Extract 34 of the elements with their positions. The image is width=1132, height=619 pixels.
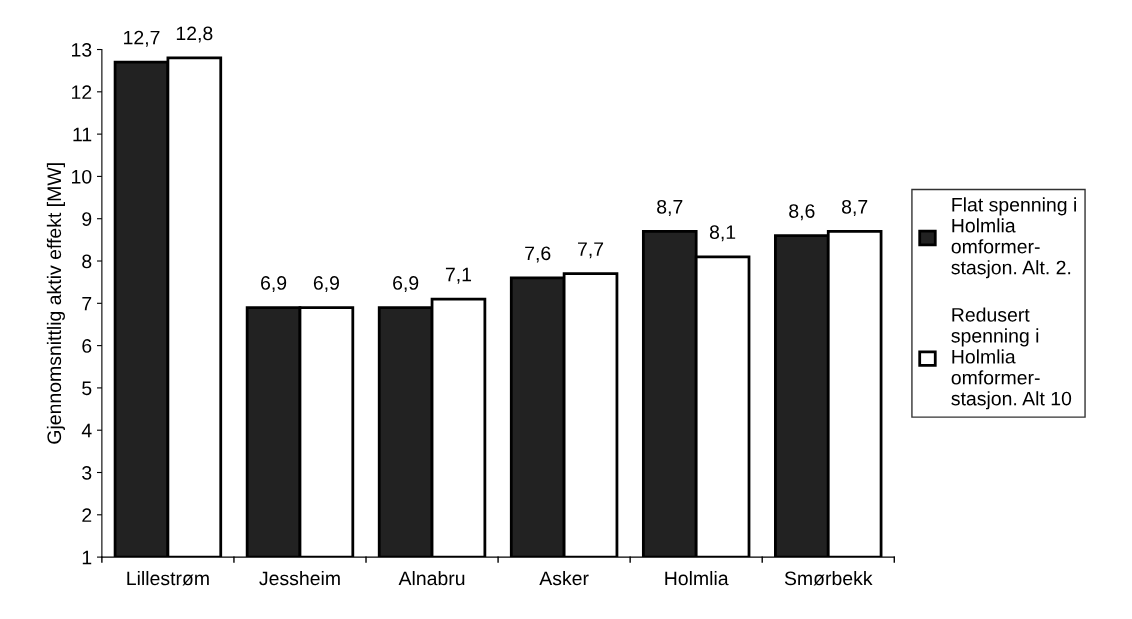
legend-label: Flat spenning i Holmlia omformer- stasjon. Alt. 2. (951, 197, 1076, 279)
y-tick-label: 8 (82, 254, 92, 269)
data-label: 7,7 (578, 242, 604, 259)
data-label: 12,7 (124, 30, 160, 47)
data-label: 6,9 (393, 276, 419, 293)
data-label: 6,9 (313, 276, 339, 293)
y-tick-label: 12 (72, 85, 92, 99)
data-label: 7,1 (445, 267, 472, 284)
data-label: 12,8 (176, 26, 213, 43)
y-axis-title: Gjennomsnittlig aktiv effekt [MW] (46, 163, 65, 444)
y-tick-label: 11 (73, 127, 92, 142)
x-tick-label: Holmlia (665, 570, 729, 586)
x-tick-label: Alnabru (398, 570, 465, 586)
data-label: 8,1 (709, 225, 736, 242)
x-tick-label: Smørbekk (784, 570, 873, 586)
y-tick-label: 2 (82, 508, 92, 522)
y-tick-label: 1 (82, 550, 92, 565)
legend-label: Redusert spenning i Holmlia omformer- stasjon. Alt 10 (951, 307, 1072, 410)
data-label: 6,9 (261, 276, 287, 293)
x-tick-label: Lillestrøm (127, 570, 209, 586)
y-tick-label: 7 (82, 296, 92, 311)
data-label: 8,7 (657, 199, 683, 216)
y-tick-label: 3 (82, 465, 92, 480)
data-label: 7,6 (525, 246, 551, 263)
x-tick-label: Jessheim (259, 570, 340, 586)
y-tick-label: 5 (82, 381, 92, 396)
data-label: 8,6 (789, 204, 815, 221)
x-tick-label: Asker (539, 570, 589, 586)
y-tick-label: 4 (81, 423, 92, 438)
data-label: 8,7 (841, 199, 868, 216)
y-tick-label: 6 (82, 339, 92, 353)
y-tick-label: 10 (72, 169, 92, 184)
y-tick-label: 9 (82, 212, 92, 226)
y-tick-label: 13 (72, 42, 92, 57)
